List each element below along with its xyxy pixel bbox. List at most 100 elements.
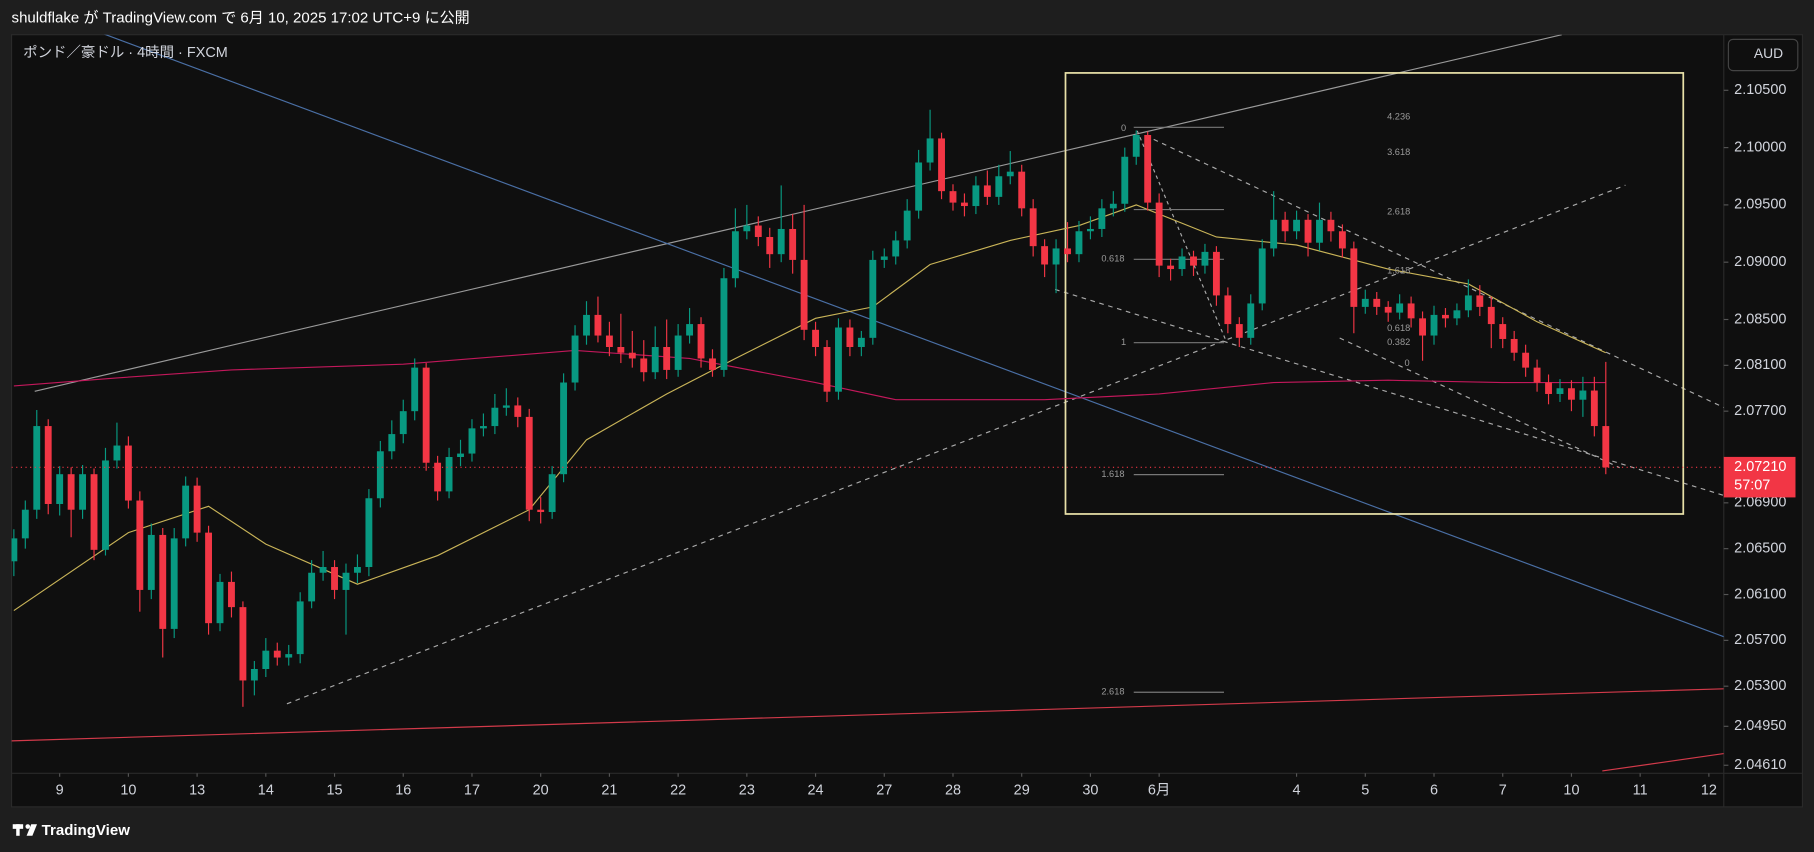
candle-body (1384, 306, 1392, 313)
candle-body (422, 367, 430, 463)
x-tick-label: 15 (327, 782, 343, 798)
candle-body (250, 669, 258, 681)
candle-body (651, 346, 659, 373)
candle-body (159, 534, 167, 629)
candle-body (1018, 171, 1026, 209)
candle-body (296, 601, 304, 655)
currency-label[interactable]: AUD (1754, 45, 1783, 61)
candle-body (835, 327, 842, 392)
candle-body (399, 411, 407, 435)
candle-body (1190, 256, 1197, 266)
candle-body (605, 335, 613, 347)
candle-body (1247, 303, 1255, 338)
candle-body (33, 426, 41, 510)
candle-body (972, 185, 980, 207)
candle-body (571, 335, 579, 383)
candle-body (1109, 203, 1117, 209)
candle-body (1098, 208, 1106, 229)
candle-body (731, 231, 739, 279)
candle-body (548, 474, 556, 513)
candle-body (1499, 324, 1507, 339)
candle-body (411, 367, 419, 412)
y-tick-label: 2.08500 (1734, 311, 1786, 327)
candle-body (1487, 306, 1495, 325)
highlight-box (1064, 72, 1685, 515)
footer-brand: TradingView (42, 822, 131, 839)
candle-body (44, 426, 52, 504)
candle-body (743, 225, 751, 232)
candle-body (720, 278, 728, 370)
candle-body (262, 650, 270, 670)
candle-body (1064, 248, 1071, 255)
currency-button[interactable] (1727, 38, 1799, 72)
candle-body (354, 567, 361, 573)
candle-body (1212, 251, 1220, 296)
fib-label: 0 (1404, 358, 1409, 368)
candle-body (365, 498, 373, 568)
x-tick-label: 11 (1633, 782, 1648, 798)
candle-body (468, 428, 476, 454)
candle-body (1396, 303, 1404, 313)
fib-label: 3.618 (1387, 147, 1410, 157)
last-price-box (1723, 456, 1796, 498)
candle-body (514, 405, 522, 417)
candle-body (1568, 388, 1575, 400)
candle-body (445, 457, 453, 492)
candle-body (1281, 219, 1289, 232)
candle-body (1464, 295, 1472, 311)
candle-body (1338, 231, 1346, 249)
candle-body (537, 509, 545, 513)
candle-body (1029, 208, 1037, 247)
candle-body (1270, 219, 1278, 249)
candle-body (124, 445, 132, 501)
plot-area (11, 34, 1724, 772)
candle-body (628, 352, 636, 359)
candle-body (1361, 298, 1369, 307)
fib-connector (1136, 130, 1227, 342)
x-tick-label: 20 (533, 782, 549, 798)
candle-body (273, 650, 281, 658)
candle-body (1144, 134, 1152, 203)
candle-body (640, 358, 648, 373)
x-tick-label: 24 (808, 782, 824, 798)
candle-body (1327, 219, 1335, 232)
candle-body (1258, 248, 1266, 304)
candle-body (961, 202, 968, 207)
candle-body (823, 346, 831, 392)
x-tick-label: 6月 (1148, 782, 1170, 798)
candle-body (1155, 202, 1163, 266)
fib-label: 1.618 (1101, 469, 1124, 479)
candle-body (193, 485, 201, 533)
x-tick-label: 13 (189, 782, 205, 798)
candle-body (479, 426, 487, 429)
y-tick-label: 2.08100 (1734, 357, 1786, 373)
candle-body (880, 256, 888, 260)
candle-body (1041, 246, 1049, 265)
fib-label: 1 (1121, 337, 1126, 347)
candle-body (617, 346, 625, 353)
symbol-label: ポンド／豪ドル · 4時間 · FXCM (23, 44, 228, 61)
y-tick-label: 2.04950 (1734, 718, 1786, 734)
x-tick-label: 6 (1430, 782, 1438, 798)
x-tick-label: 10 (1563, 782, 1579, 798)
candle-body (113, 445, 121, 461)
y-tick-label: 2.05300 (1734, 678, 1786, 694)
candle-body (216, 581, 224, 624)
candle-body (1304, 219, 1312, 243)
y-tick-label: 2.06100 (1734, 586, 1786, 602)
candle-body (1178, 256, 1186, 270)
candle-body (434, 462, 442, 492)
candle-body (102, 460, 109, 550)
candle-body (560, 382, 568, 475)
candle-body (1167, 265, 1175, 270)
y-tick-label: 2.06500 (1734, 540, 1786, 556)
y-tick-label: 2.06900 (1734, 495, 1786, 511)
x-tick-label: 14 (258, 782, 274, 798)
candle-body (926, 138, 934, 163)
candle-body (846, 327, 854, 347)
candle-body (903, 210, 911, 241)
candle-body (1316, 219, 1323, 243)
candle-body (869, 259, 877, 338)
candle-body (1235, 324, 1243, 338)
x-tick-label: 28 (945, 782, 961, 798)
